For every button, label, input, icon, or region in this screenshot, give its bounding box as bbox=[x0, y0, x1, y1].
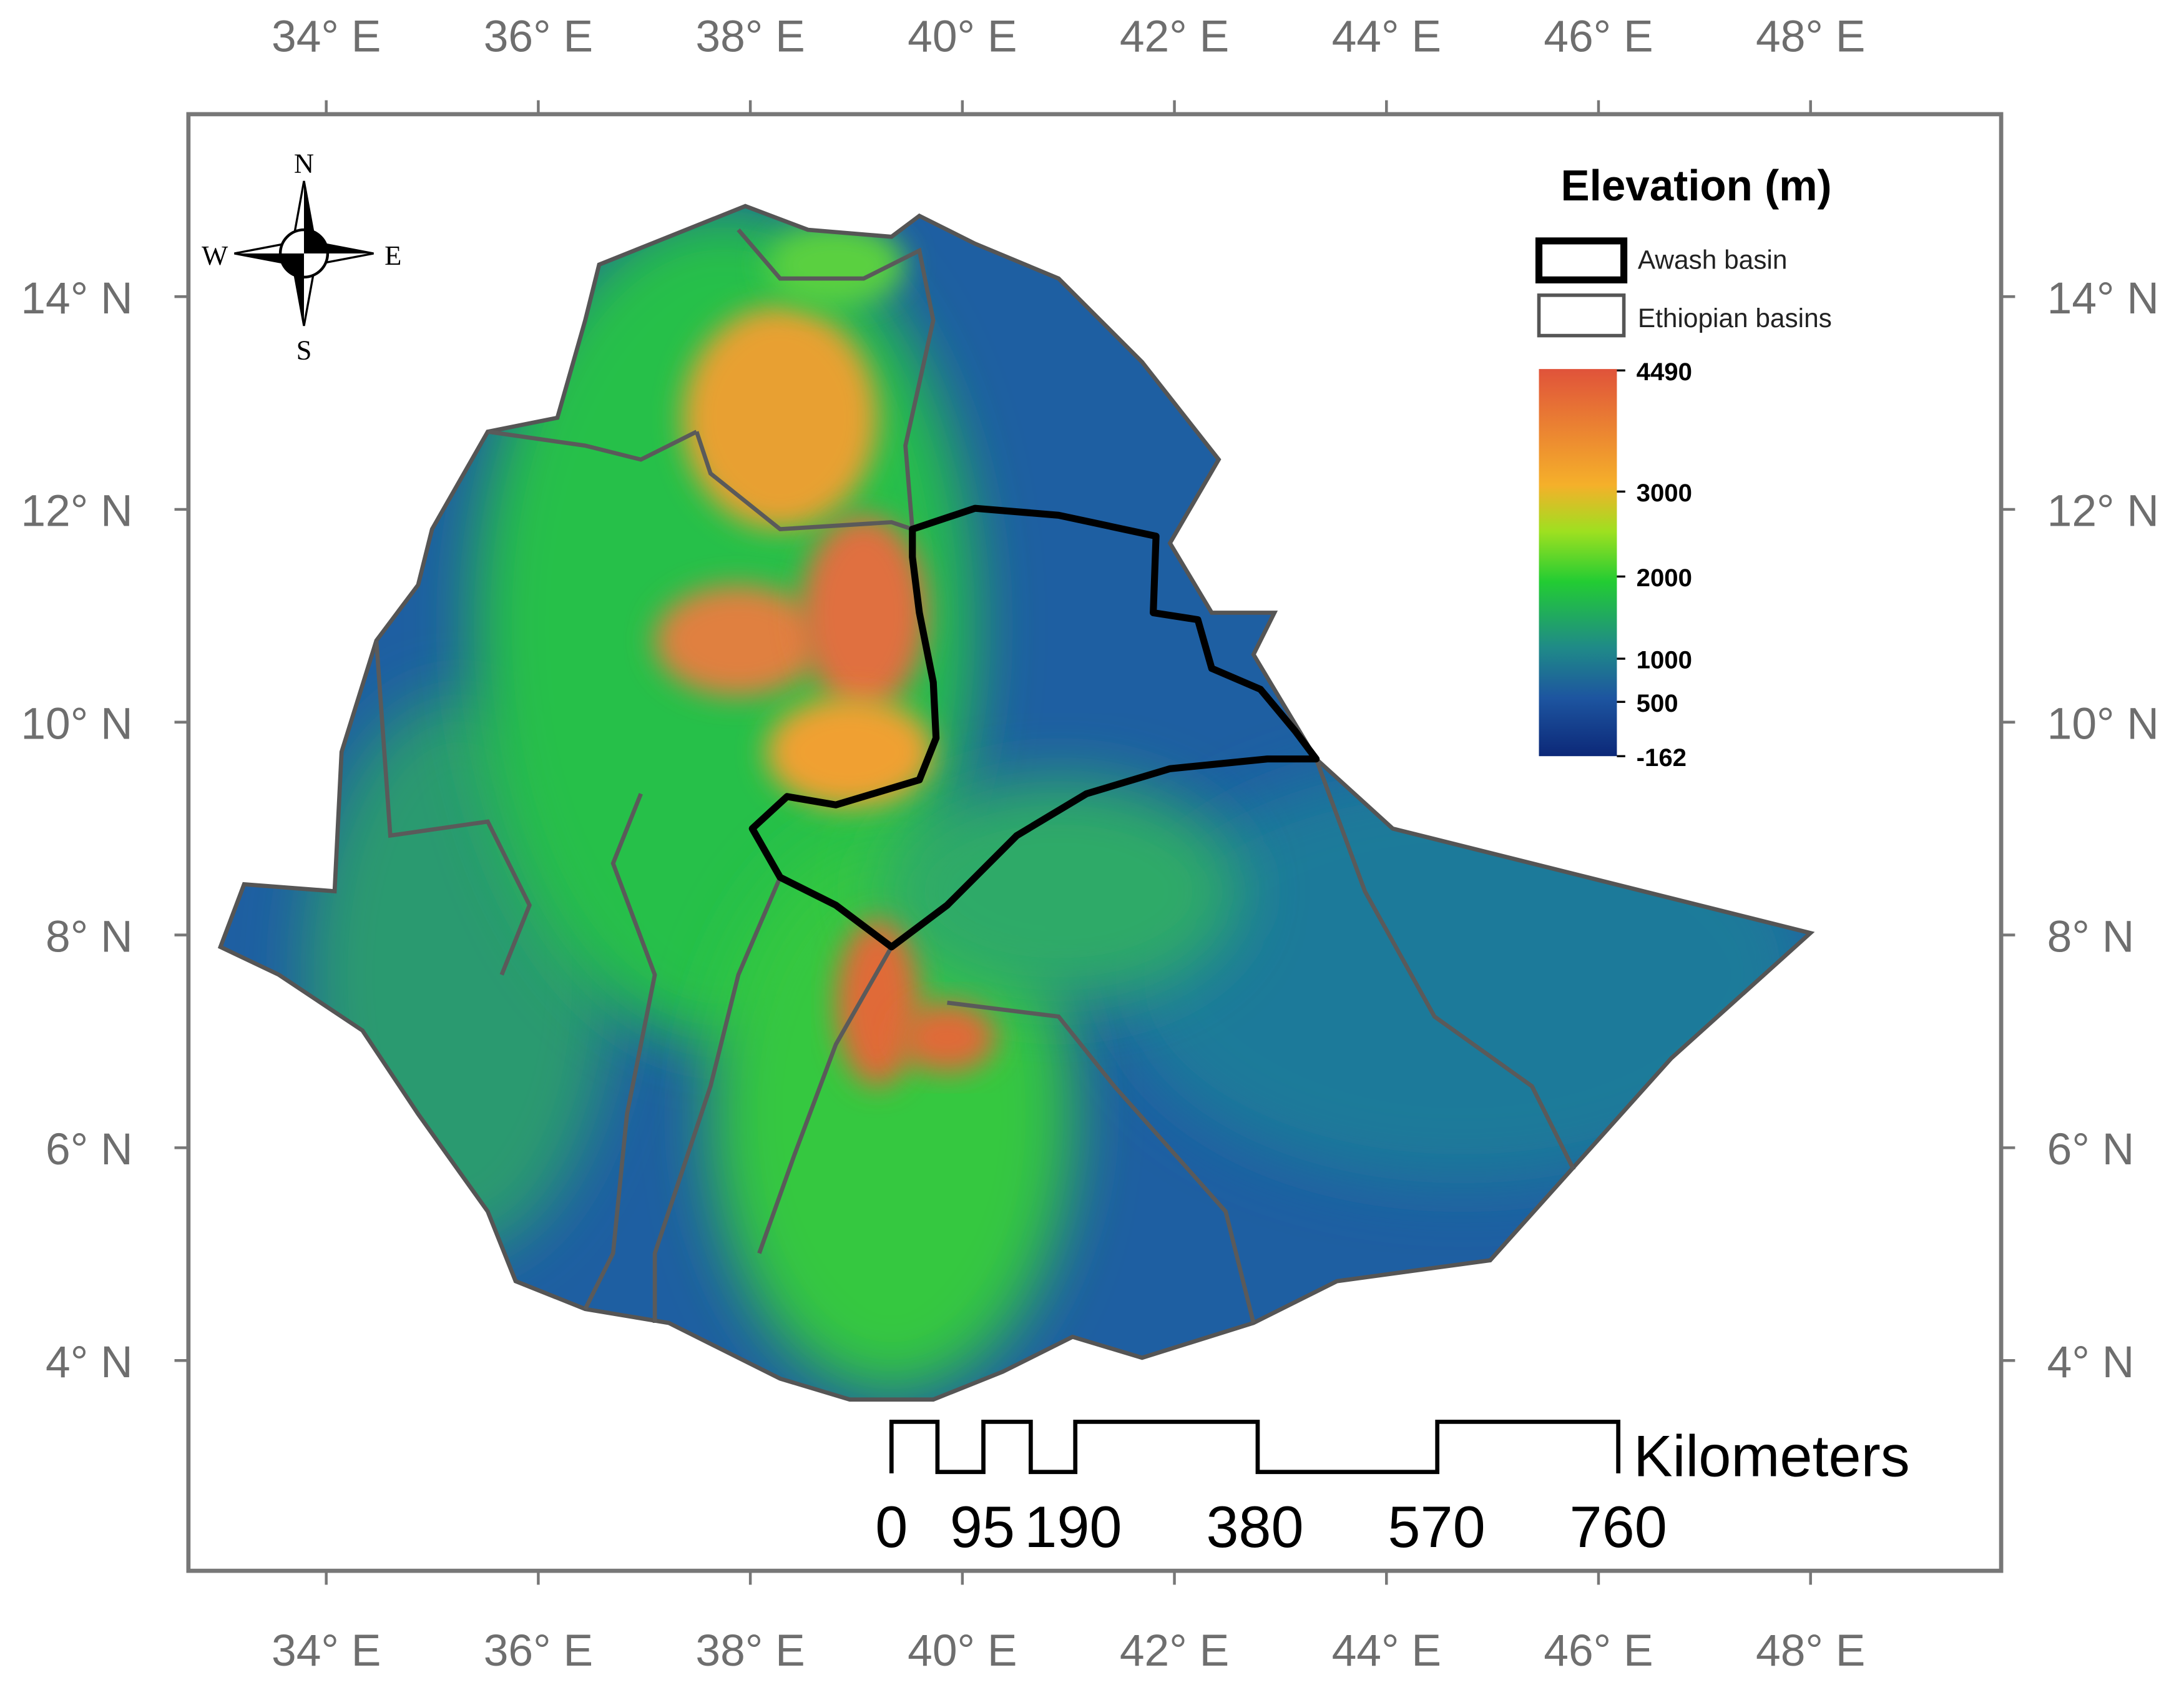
x-tick-label: 40° E bbox=[908, 1626, 1017, 1676]
x-tick-label: 40° E bbox=[908, 12, 1017, 62]
x-tick-label: 38° E bbox=[695, 12, 805, 62]
awash-basin bbox=[748, 504, 1320, 951]
y-tick-label: 14° N bbox=[2047, 273, 2159, 323]
y-tick-label: 12° N bbox=[2047, 486, 2159, 536]
y-tick-label: 6° N bbox=[46, 1124, 133, 1174]
x-tick-label: 36° E bbox=[484, 12, 593, 62]
scale-bar: Kilometers 0 95 190 380 570 760 bbox=[875, 1420, 1910, 1560]
legend-swatch bbox=[1537, 293, 1626, 338]
compass: N S E W bbox=[202, 148, 401, 366]
colorbar-label: 500 bbox=[1637, 689, 1678, 717]
x-tick-label: 38° E bbox=[695, 1626, 805, 1676]
x-tick-label: 44° E bbox=[1332, 1626, 1441, 1676]
compass-north: N bbox=[294, 148, 314, 179]
colorbar bbox=[1539, 369, 1617, 757]
x-tick-label: 46° E bbox=[1544, 12, 1653, 62]
legend-item: Awash basin bbox=[1638, 245, 1788, 275]
compass-south: S bbox=[296, 334, 312, 365]
colorbar-label: -162 bbox=[1637, 744, 1687, 772]
x-tick-label: 42° E bbox=[1120, 12, 1229, 62]
x-tick-label: 48° E bbox=[1756, 12, 1865, 62]
y-tick-label: 8° N bbox=[46, 911, 133, 961]
y-tick-label: 4° N bbox=[46, 1337, 133, 1387]
y-tick-label: 14° N bbox=[21, 273, 132, 323]
x-tick-label: 48° E bbox=[1756, 1626, 1865, 1676]
legend: Elevation (m) Awash basin Ethiopian basi… bbox=[1535, 161, 1832, 772]
legend-swatch bbox=[1535, 237, 1628, 283]
y-tick-label: 10° N bbox=[2047, 699, 2159, 749]
scale-label: 190 bbox=[1024, 1494, 1122, 1560]
x-tick-label: 34° E bbox=[272, 1626, 381, 1676]
colorbar-label: 4490 bbox=[1637, 358, 1692, 386]
legend-title: Elevation (m) bbox=[1561, 161, 1832, 210]
x-tick-label: 44° E bbox=[1332, 12, 1441, 62]
map-frame bbox=[186, 112, 2004, 1573]
colorbar-label: 3000 bbox=[1637, 479, 1692, 507]
y-tick-label: 8° N bbox=[2047, 911, 2135, 961]
colorbar-label: 1000 bbox=[1637, 646, 1692, 674]
x-tick-label: 46° E bbox=[1544, 1626, 1653, 1676]
x-tick-label: 34° E bbox=[272, 12, 381, 62]
x-tick-label: 36° E bbox=[484, 1626, 593, 1676]
y-tick-label: 4° N bbox=[2047, 1337, 2135, 1387]
scale-label: 570 bbox=[1388, 1494, 1485, 1560]
y-tick-label: 12° N bbox=[21, 486, 132, 536]
scale-label: 95 bbox=[950, 1494, 1015, 1560]
y-tick-label: 10° N bbox=[21, 699, 132, 749]
compass-west: W bbox=[202, 240, 228, 271]
compass-east: E bbox=[384, 240, 401, 271]
x-tick-label: 42° E bbox=[1120, 1626, 1229, 1676]
scale-label: 760 bbox=[1570, 1494, 1667, 1560]
graticule-ticks: 34° E 34° E 36° E 36° E 38° E 38° E 40° E 40° E… bbox=[21, 12, 2159, 1676]
scale-unit: Kilometers bbox=[1633, 1423, 1909, 1488]
colorbar-label: 2000 bbox=[1637, 564, 1692, 592]
scale-label: 0 bbox=[875, 1494, 908, 1560]
basin-boundaries bbox=[374, 228, 1576, 1324]
scale-label: 380 bbox=[1206, 1494, 1303, 1560]
y-tick-label: 6° N bbox=[2047, 1124, 2135, 1174]
legend-item: Ethiopian basins bbox=[1638, 303, 1832, 333]
